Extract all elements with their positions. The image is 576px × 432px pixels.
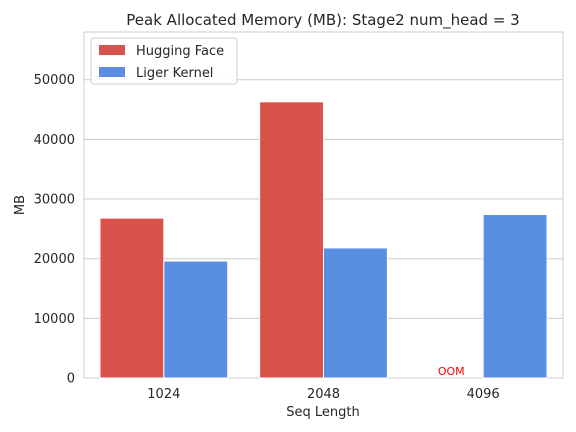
legend-frame [90,37,238,85]
bar-hugging-face [99,217,165,379]
x-axis-label: Seq Length [286,405,359,420]
bar-liger-kernel [482,214,548,379]
legend-swatch [99,67,125,77]
bar-liger-kernel [163,260,229,379]
legend-entry: Liger Kernel [136,66,213,81]
y-tick-label: 20000 [34,252,75,267]
bar-liger-kernel [323,247,388,379]
legend: Hugging Face Liger Kernel [90,37,238,85]
oom-annotation: OOM [438,365,465,378]
legend-swatch [99,45,125,55]
bar-hugging-face [259,101,324,379]
legend-entry: Hugging Face [136,44,224,59]
y-tick-label: 50000 [34,73,75,88]
x-tick-label: 4096 [467,387,500,402]
x-tick-label: 2048 [307,387,340,402]
y-tick-label: 40000 [34,133,75,148]
y-tick-labels: 0 10000 20000 30000 40000 50000 [34,73,75,386]
y-tick-label: 30000 [34,193,75,208]
y-axis-label: MB [13,195,28,215]
bars-group: OOM [99,101,548,379]
y-tick-label: 10000 [34,312,75,327]
y-tick-label: 0 [67,372,75,387]
x-tick-label: 1024 [147,387,180,402]
x-tick-labels: 1024 2048 4096 [147,387,499,402]
chart-title: Peak Allocated Memory (MB): Stage2 num_h… [126,11,519,30]
